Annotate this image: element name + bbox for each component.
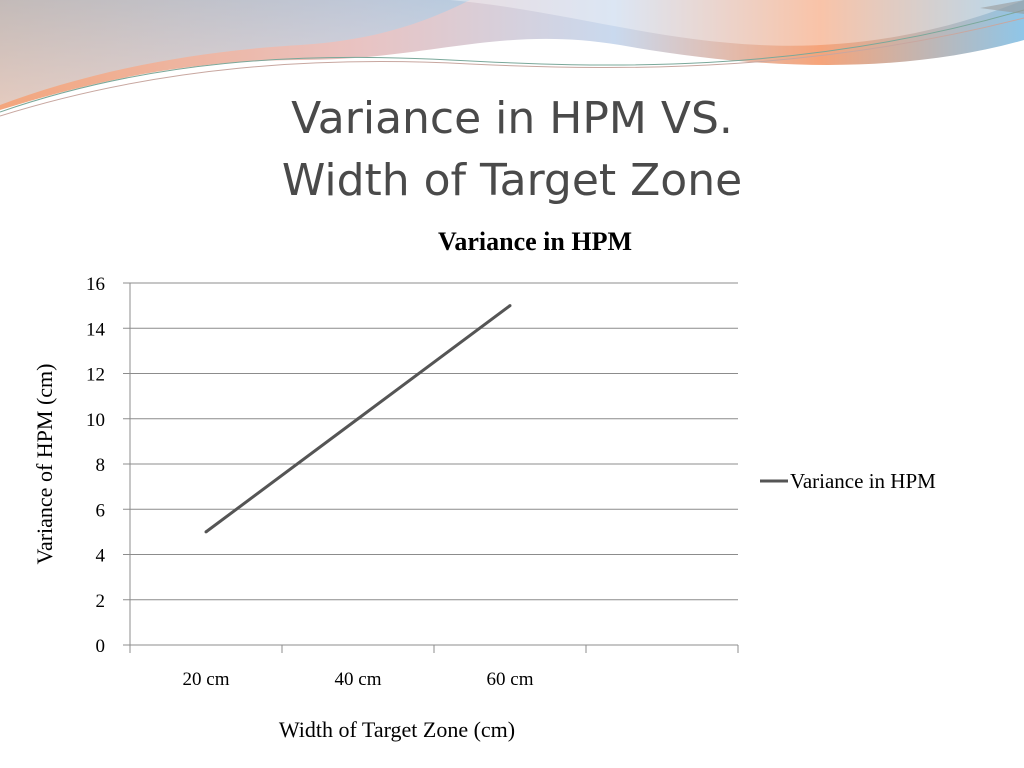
- y-tick-label: 16: [86, 274, 105, 295]
- y-tick-label: 10: [86, 410, 105, 431]
- data-point: [356, 417, 360, 421]
- y-tick-label: 4: [96, 546, 106, 567]
- slide-title-line1: Variance in HPM VS.: [291, 93, 733, 144]
- legend-label: Variance in HPM: [790, 469, 936, 493]
- slide-title-line2: Width of Target Zone: [281, 155, 743, 206]
- x-tick-label: 40 cm: [335, 669, 382, 690]
- y-axis-title: Variance of HPM (cm): [32, 364, 57, 565]
- x-axis-title: Width of Target Zone (cm): [279, 717, 515, 742]
- x-tick-label: 60 cm: [487, 669, 534, 690]
- chart-title: Variance in HPM: [438, 227, 632, 256]
- y-tick-label: 14: [86, 319, 106, 340]
- y-tick-label: 6: [96, 500, 106, 521]
- y-tick-label: 2: [96, 591, 106, 612]
- data-point: [508, 304, 512, 308]
- y-tick-label: 0: [96, 636, 106, 657]
- slide-title: Variance in HPM VS. Width of Target Zone: [0, 88, 1024, 212]
- x-tick-label: 20 cm: [183, 669, 230, 690]
- slide-header-wave: [0, 0, 1024, 117]
- data-point: [204, 530, 208, 534]
- y-tick-label: 8: [96, 455, 106, 476]
- y-tick-label: 12: [86, 365, 105, 386]
